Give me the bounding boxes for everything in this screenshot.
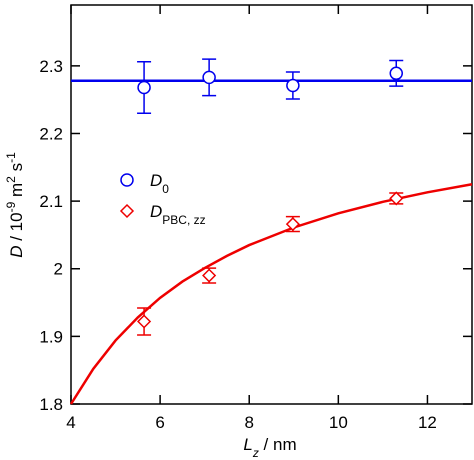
legend-label-part: D	[150, 202, 162, 221]
legend-label-part: D	[150, 171, 162, 190]
fit-line	[69, 182, 473, 405]
point	[202, 70, 216, 85]
legend-label-part: PBC, zz	[162, 213, 205, 227]
point	[285, 217, 300, 232]
x-tick-label: 6	[155, 413, 164, 432]
point	[202, 268, 217, 283]
point	[137, 314, 152, 329]
legend-label: DPBC, zz	[150, 202, 206, 227]
y-axis-label: D / 10-9 m2 s-1	[4, 152, 26, 258]
point	[389, 191, 404, 206]
x-tick-label: 8	[244, 413, 253, 432]
x-tick-label: 10	[329, 413, 348, 432]
y-axis-label-part: / 10	[7, 212, 26, 245]
x-tick-label: 4	[66, 413, 75, 432]
y-tick-label: 2.1	[39, 192, 63, 211]
plot-frame	[70, 4, 473, 405]
y-axis-label-part: 2	[4, 176, 18, 183]
x-tick-label: 12	[418, 413, 437, 432]
y-tick-label: 2.2	[39, 124, 63, 143]
y-tick-label: 1.8	[39, 395, 63, 414]
y-tick-label: 2	[54, 260, 63, 279]
legend-label-part: 0	[162, 182, 169, 196]
y-axis-label-part: -9	[4, 201, 18, 212]
point	[137, 80, 151, 95]
y-axis-label-part: m	[7, 183, 26, 202]
x-axis-label-part: z	[252, 446, 259, 460]
point	[389, 66, 404, 81]
legend-marker	[119, 203, 135, 219]
x-axis-label-part: L	[243, 435, 252, 454]
legend-label: D0	[150, 171, 169, 196]
point	[286, 78, 300, 93]
x-axis-label-part: / nm	[259, 435, 297, 454]
y-axis-label-part: -1	[4, 152, 18, 163]
legend-marker	[120, 173, 134, 187]
y-axis-label-part: D	[7, 245, 26, 257]
y-axis-label-part: s	[7, 163, 26, 176]
y-tick-label: 1.9	[39, 327, 63, 346]
y-tick-label: 2.3	[39, 57, 63, 76]
x-axis-label: Lz / nm	[243, 435, 296, 460]
